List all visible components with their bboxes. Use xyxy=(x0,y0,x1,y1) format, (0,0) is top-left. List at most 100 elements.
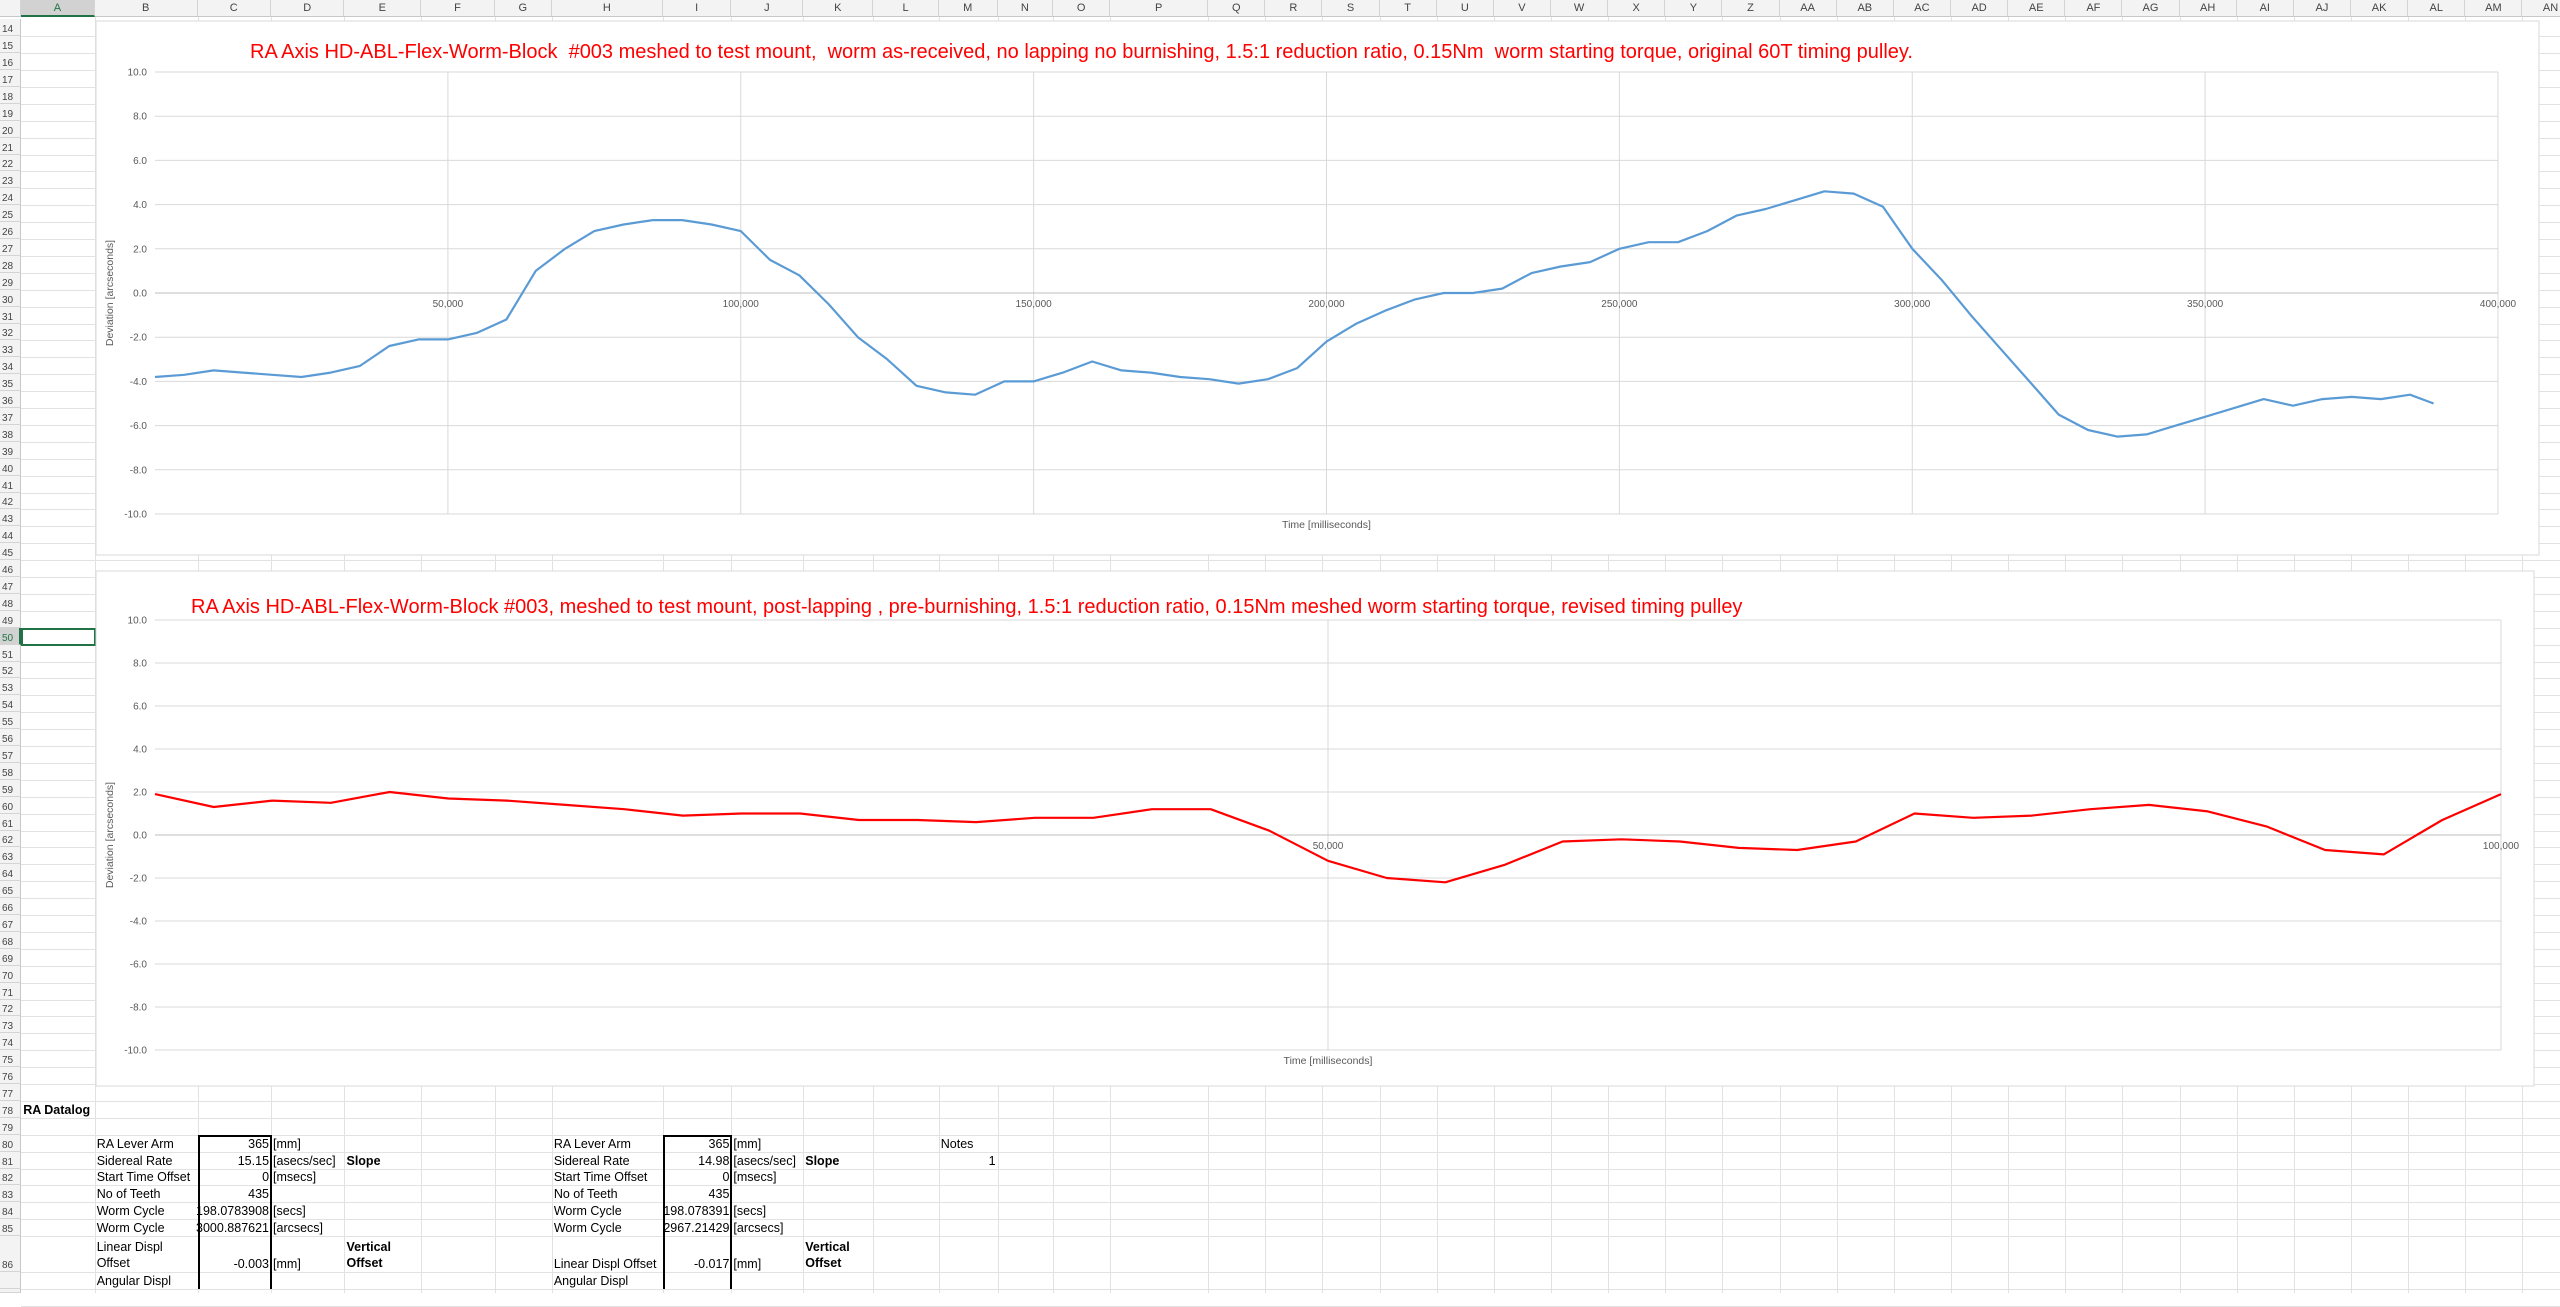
row-header[interactable]: 73 xyxy=(0,1016,22,1034)
cell[interactable]: [arcsecs] xyxy=(733,1221,784,1236)
cell[interactable]: Worm Cycle xyxy=(96,1221,165,1236)
column-header[interactable]: AN xyxy=(2522,0,2560,17)
cell[interactable]: Notes xyxy=(940,1136,974,1151)
row-header[interactable]: 48 xyxy=(0,593,22,611)
row-header[interactable]: 49 xyxy=(0,610,22,628)
row-header[interactable]: 62 xyxy=(0,830,22,848)
row-header[interactable]: 67 xyxy=(0,915,22,932)
row-header[interactable]: 46 xyxy=(0,560,22,578)
row-header[interactable]: 32 xyxy=(0,323,22,341)
row-header[interactable]: 59 xyxy=(0,779,22,797)
cell[interactable]: [mm] xyxy=(733,1257,762,1272)
row-header[interactable]: 52 xyxy=(0,661,22,679)
column-header[interactable]: AF xyxy=(2065,0,2123,17)
column-header[interactable]: Z xyxy=(1722,0,1780,17)
row-header[interactable]: 58 xyxy=(0,762,22,780)
row-header[interactable]: 30 xyxy=(0,289,22,307)
cell[interactable]: [arcsecs] xyxy=(273,1221,324,1236)
row-header[interactable]: 23 xyxy=(0,171,22,189)
column-header[interactable]: AA xyxy=(1779,0,1837,17)
row-header[interactable]: 64 xyxy=(0,864,22,882)
row-header[interactable]: 50 xyxy=(0,627,22,645)
column-header[interactable]: J xyxy=(731,0,804,17)
row-header[interactable]: 63 xyxy=(0,847,22,865)
row-header[interactable]: 20 xyxy=(0,120,22,138)
column-header[interactable]: AI xyxy=(2236,0,2294,17)
column-header[interactable]: Q xyxy=(1208,0,1266,17)
cell[interactable]: Start Time Offset xyxy=(96,1170,191,1185)
cell[interactable]: Linear Displ Offset xyxy=(553,1257,657,1272)
cell[interactable]: Sidereal Rate xyxy=(553,1153,630,1168)
row-header[interactable]: 56 xyxy=(0,729,22,747)
column-header[interactable]: L xyxy=(873,0,939,17)
row-header[interactable]: 53 xyxy=(0,678,22,696)
cell[interactable]: Linear Displ Offset xyxy=(96,1240,163,1271)
cell[interactable]: [msecs] xyxy=(733,1170,777,1185)
cell[interactable]: Angular Displ xyxy=(553,1274,629,1289)
row-header[interactable]: 35 xyxy=(0,374,22,392)
column-header[interactable]: AE xyxy=(2008,0,2066,17)
column-header[interactable]: B xyxy=(94,0,198,17)
cell[interactable]: [mm] xyxy=(733,1136,762,1151)
row-header[interactable]: 31 xyxy=(0,306,22,324)
row-header[interactable]: 33 xyxy=(0,340,22,358)
row-header[interactable]: 77 xyxy=(0,1084,22,1101)
row-header[interactable]: 81 xyxy=(0,1151,22,1169)
row-header[interactable]: 28 xyxy=(0,255,22,273)
cell[interactable]: 15.15 xyxy=(237,1153,270,1168)
cell[interactable]: RA Lever Arm xyxy=(96,1136,174,1151)
row-header[interactable]: 80 xyxy=(0,1134,22,1152)
cell[interactable]: RA Datalog xyxy=(23,1102,91,1117)
cell[interactable]: [msecs] xyxy=(273,1170,317,1185)
row-header[interactable]: 26 xyxy=(0,222,22,240)
column-header[interactable]: P xyxy=(1110,0,1209,17)
column-header[interactable]: K xyxy=(803,0,874,17)
cell[interactable]: [asecs/sec] xyxy=(273,1153,336,1168)
cell[interactable]: Slope xyxy=(346,1153,381,1168)
row-header[interactable]: 43 xyxy=(0,509,22,527)
row-header[interactable]: 82 xyxy=(0,1168,22,1186)
column-header[interactable]: AL xyxy=(2408,0,2466,17)
row-header[interactable]: 17 xyxy=(0,70,22,87)
row-header[interactable]: 47 xyxy=(0,577,22,594)
row-header[interactable]: 45 xyxy=(0,543,22,561)
cell[interactable]: No of Teeth xyxy=(96,1187,161,1202)
row-header[interactable]: 54 xyxy=(0,695,22,713)
column-header[interactable]: F xyxy=(421,0,495,17)
row-header[interactable]: 34 xyxy=(0,357,22,375)
row-header[interactable]: 14 xyxy=(0,19,22,37)
row-header[interactable]: 78 xyxy=(0,1100,22,1118)
cell[interactable]: 365 xyxy=(248,1136,270,1151)
column-header[interactable]: W xyxy=(1551,0,1609,17)
column-header[interactable]: T xyxy=(1379,0,1437,17)
cell[interactable]: 1 xyxy=(988,1153,996,1168)
row-header[interactable]: 70 xyxy=(0,965,22,983)
cell[interactable]: 365 xyxy=(708,1136,730,1151)
row-header[interactable]: 42 xyxy=(0,492,22,510)
row-header[interactable]: 37 xyxy=(0,408,22,425)
cell[interactable]: Angular Displ xyxy=(96,1274,172,1289)
row-header[interactable]: 16 xyxy=(0,53,22,71)
row-header[interactable]: 84 xyxy=(0,1202,22,1220)
row-header[interactable]: 21 xyxy=(0,137,22,155)
column-header[interactable]: S xyxy=(1322,0,1380,17)
column-header[interactable]: O xyxy=(1053,0,1111,17)
column-header[interactable]: I xyxy=(662,0,732,17)
row-header[interactable]: 66 xyxy=(0,898,22,916)
row-header[interactable]: 18 xyxy=(0,86,22,104)
row-header[interactable]: 19 xyxy=(0,103,22,121)
row-header[interactable]: 24 xyxy=(0,188,22,206)
cell[interactable]: [mm] xyxy=(273,1257,301,1272)
column-header[interactable]: AJ xyxy=(2293,0,2352,17)
column-header[interactable]: N xyxy=(997,0,1054,17)
column-header[interactable]: AG xyxy=(2122,0,2180,17)
row-header[interactable]: 39 xyxy=(0,441,22,459)
cell[interactable]: Worm Cycle xyxy=(96,1204,165,1219)
cell[interactable]: 14.98 xyxy=(698,1153,730,1168)
row-header[interactable]: 41 xyxy=(0,475,22,493)
row-header[interactable]: 76 xyxy=(0,1067,22,1085)
row-header[interactable]: 15 xyxy=(0,36,22,54)
cell[interactable]: [asecs/sec] xyxy=(733,1153,796,1168)
cell[interactable]: [secs] xyxy=(273,1204,306,1219)
column-header[interactable]: M xyxy=(938,0,998,17)
